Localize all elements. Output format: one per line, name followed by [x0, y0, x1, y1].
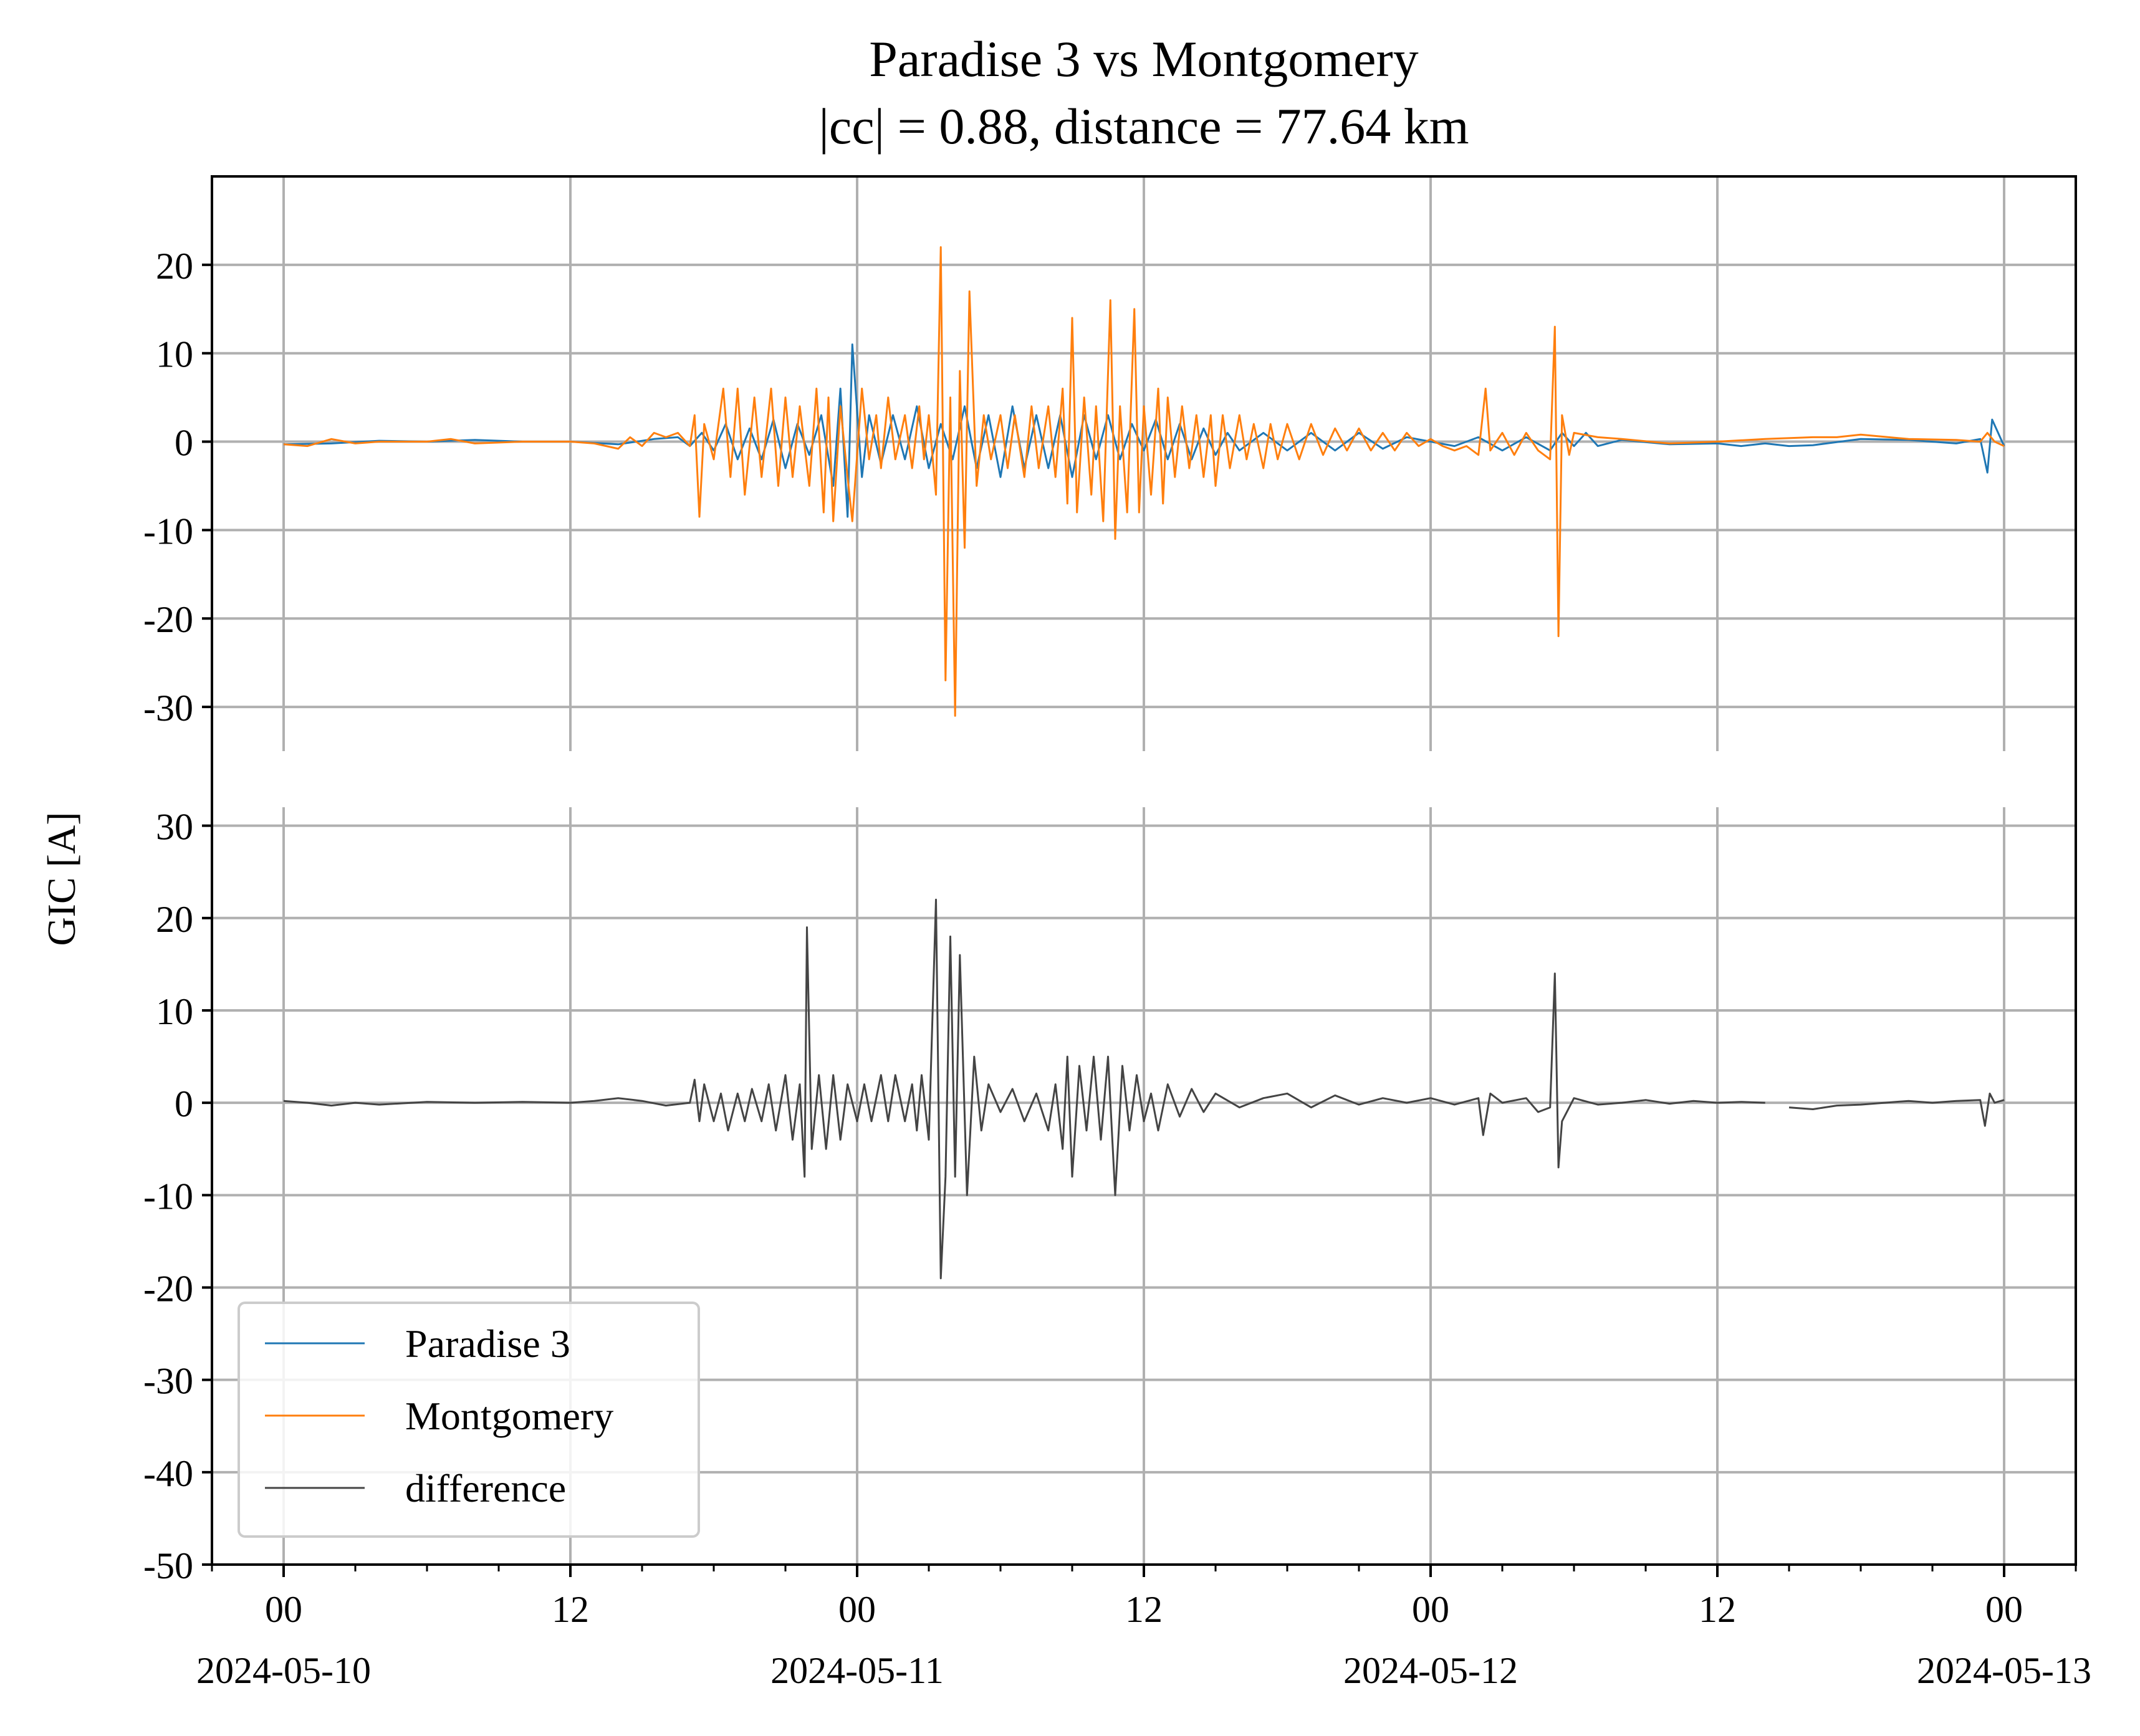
y-tick-label-bottom-6: -30	[143, 1361, 193, 1402]
series-line-difference-1	[1788, 1092, 2005, 1127]
y-tick-label-top-0: 20	[156, 246, 193, 287]
x-tick-label-1: 12	[552, 1589, 589, 1630]
x-tick-date-4: 2024-05-12	[1343, 1650, 1518, 1691]
y-tick-label-bottom-1: 20	[156, 899, 193, 940]
y-tick-label-bottom-5: -20	[143, 1268, 193, 1309]
y-tick-label-bottom-0: 30	[156, 807, 193, 848]
chart-title: Paradise 3 vs Montgomery	[869, 31, 1418, 87]
x-tick-label-2: 00	[838, 1589, 876, 1630]
y-tick-label-bottom-8: -50	[143, 1545, 193, 1586]
series-line-montgomery	[283, 246, 2005, 717]
y-tick-label-top-1: 10	[156, 334, 193, 375]
legend-frame	[238, 1302, 700, 1538]
x-tick-label-5: 12	[1699, 1589, 1736, 1630]
legend-label-paradise-3: Paradise 3	[405, 1321, 570, 1366]
x-tick-label-3: 12	[1125, 1589, 1163, 1630]
y-tick-label-bottom-2: 10	[156, 991, 193, 1032]
series-layer	[283, 246, 2005, 1280]
grid-layer	[212, 176, 2076, 1566]
y-axis-label: GIC [A]	[39, 812, 84, 946]
y-tick-label-top-4: -20	[143, 599, 193, 640]
x-tick-date-0: 2024-05-10	[196, 1650, 371, 1691]
y-tick-label-top-3: -10	[143, 511, 193, 552]
x-tick-date-6: 2024-05-13	[1917, 1650, 2091, 1691]
legend-label-difference: difference	[405, 1466, 566, 1510]
x-tick-label-4: 00	[1412, 1589, 1449, 1630]
y-tick-label-top-2: 0	[175, 423, 193, 464]
legend-label-montgomery: Montgomery	[405, 1394, 613, 1438]
y-tick-label-top-5: -30	[143, 688, 193, 729]
y-tick-label-bottom-4: -10	[143, 1176, 193, 1217]
chart-subtitle: |cc| = 0.88, distance = 77.64 km	[818, 98, 1469, 155]
series-line-difference-0	[283, 898, 1765, 1280]
x-tick-date-2: 2024-05-11	[770, 1650, 944, 1691]
x-tick-label-0: 00	[265, 1589, 302, 1630]
legend: Paradise 3 Montgomery difference	[238, 1302, 700, 1538]
y-tick-label-bottom-3: 0	[175, 1083, 193, 1125]
y-tick-label-bottom-7: -40	[143, 1453, 193, 1494]
x-tick-label-6: 00	[1985, 1589, 2023, 1630]
axis-layer: 20 10 0 -10 -20 -30 30 20 10 0 -10 -20 -30 -40 -50 00 20…	[143, 175, 2091, 1691]
